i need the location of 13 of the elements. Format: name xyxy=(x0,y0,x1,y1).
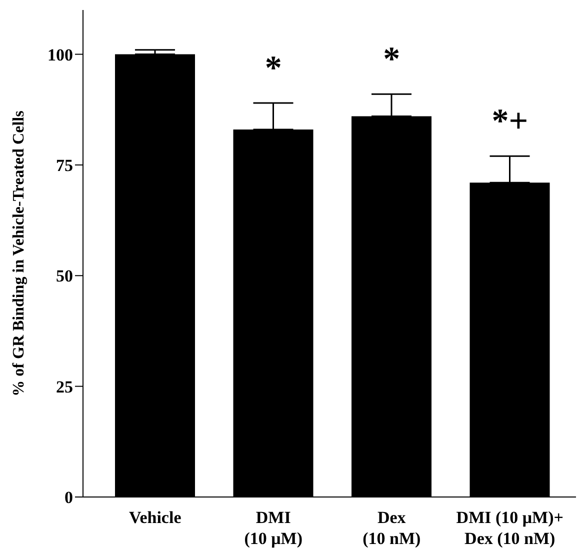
x-tick-label: DMI (10 μM)+ Dex (10 nM) xyxy=(456,508,564,548)
annotation: * xyxy=(383,41,400,78)
x-tick-label: Dex (10 nM) xyxy=(362,508,421,548)
annotation: *+ xyxy=(492,103,528,140)
y-axis-title: % of GR Binding in Vehicle-Treated Cells xyxy=(10,110,28,396)
annotation: * xyxy=(264,50,282,87)
y-tick-label: 100 xyxy=(48,45,73,64)
y-tick-label: 50 xyxy=(56,266,73,286)
y-tick-label: 25 xyxy=(56,377,73,396)
y-tick-label: 0 xyxy=(64,488,73,508)
y-tick-label: 75 xyxy=(56,156,73,175)
x-tick-label: DMI (10 μM) xyxy=(244,508,303,548)
x-tick-label: Vehicle xyxy=(128,508,182,527)
